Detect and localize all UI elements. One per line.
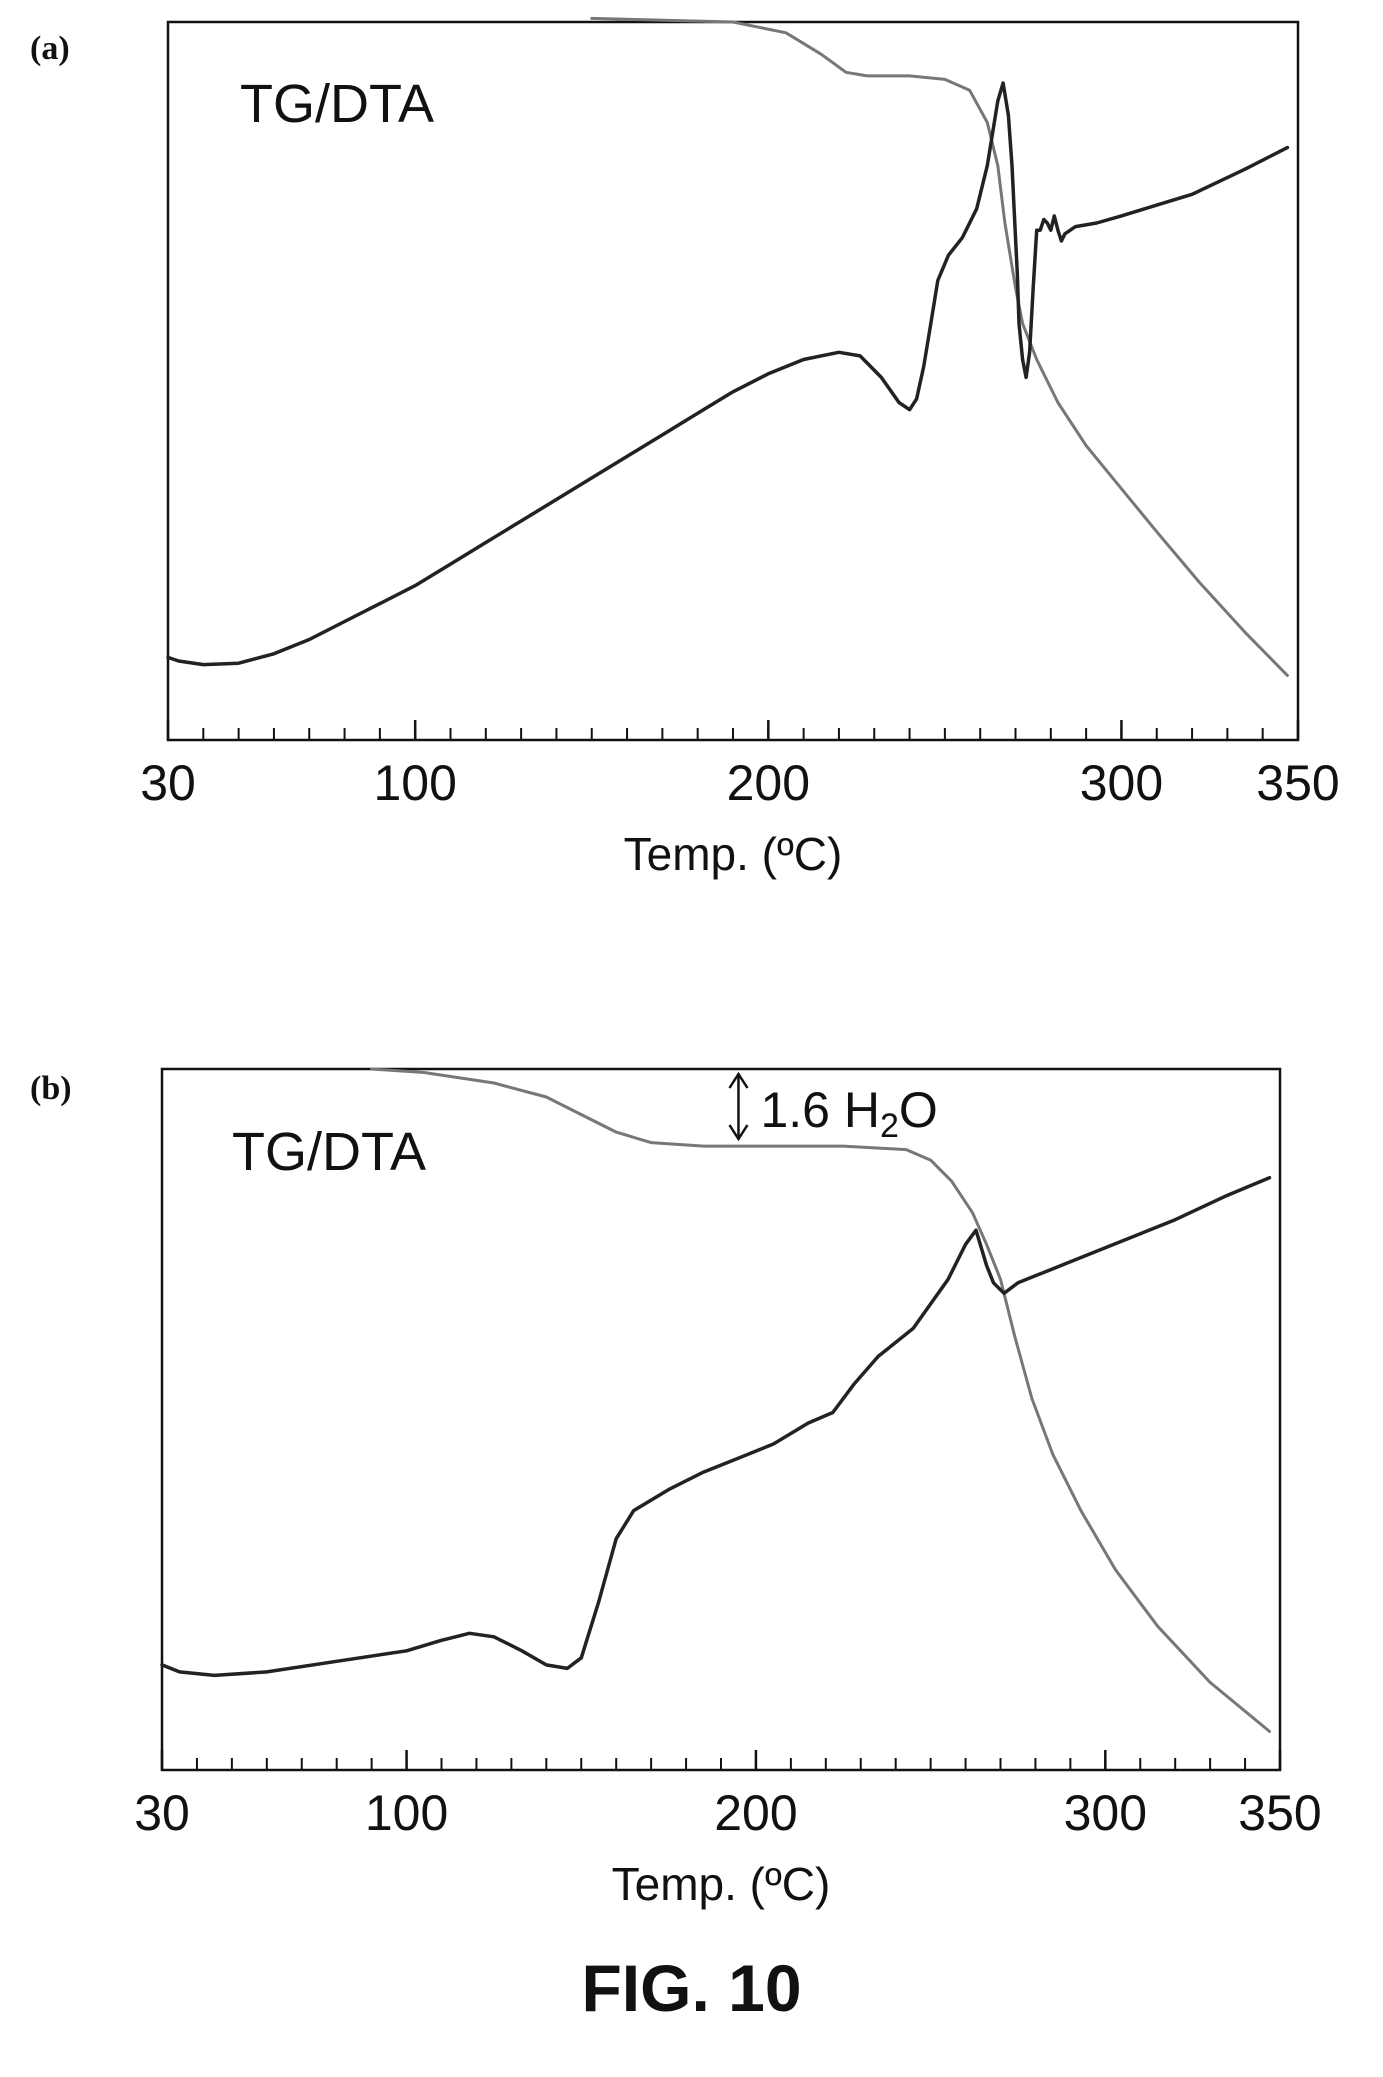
x-tick-label: 100 [373, 755, 456, 811]
x-tick-label: 200 [727, 755, 810, 811]
x-tick-label: 30 [140, 755, 196, 811]
figure-caption: FIG. 10 [581, 1951, 802, 2025]
dta-curve [166, 81, 1290, 667]
water-loss-label: 1.6 H2O [760, 1082, 937, 1145]
x-axis-label: Temp. (ºC) [624, 828, 843, 880]
x-tick-label: 300 [1064, 1785, 1147, 1841]
x-axis-label: Temp. (ºC) [612, 1858, 831, 1910]
inner-label: TG/DTA [240, 74, 434, 134]
chart-b: 30 100 200 300 350 Temp. (ºC) TG/DTA 1.6 H2O [134, 1067, 1322, 1910]
x-tick-label: 350 [1238, 1785, 1321, 1841]
dta-curve [160, 1175, 1272, 1678]
inner-label: TG/DTA [232, 1122, 426, 1182]
tg-curve [370, 1067, 1271, 1733]
chart-a: 30 100 200 300 350 Temp. (ºC) TG/DTA [140, 16, 1340, 880]
panel-a-label: (a) [30, 30, 70, 67]
x-tick-label: 200 [714, 1785, 797, 1841]
x-tick-label: 100 [365, 1785, 448, 1841]
panel-b-label: (b) [30, 1070, 72, 1107]
x-tick-label: 30 [134, 1785, 190, 1841]
x-tick-label: 300 [1080, 755, 1163, 811]
water-loss-arrow [728, 1071, 749, 1142]
x-tick-label: 350 [1256, 755, 1339, 811]
tg-curve [590, 16, 1289, 677]
